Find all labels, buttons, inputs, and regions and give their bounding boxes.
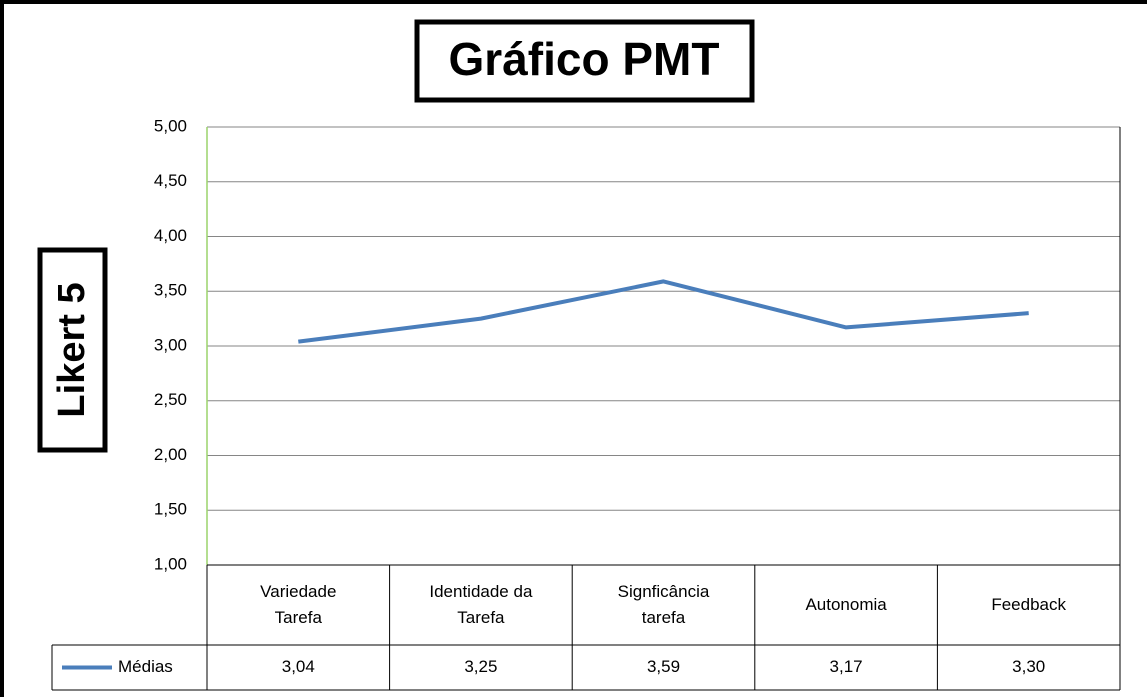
line-series	[298, 279, 1029, 344]
chart-title: Gráfico PMT	[449, 33, 720, 85]
x-tick-label: Signficância tarefa	[617, 582, 710, 627]
y-tick-label: 2,00	[154, 445, 187, 464]
data-table-value: 3,04	[282, 657, 315, 676]
legend-label: Médias	[118, 657, 173, 676]
y-tick-label: 4,00	[154, 226, 187, 245]
y-tick-label: 1,50	[154, 500, 187, 519]
y-tick-label: 3,00	[154, 335, 187, 354]
x-tick-label: Identidade da Tarefa	[429, 582, 533, 627]
x-tick-label: Autonomia	[805, 595, 887, 614]
y-tick-label: 5,00	[154, 116, 187, 135]
x-tick-label: Variedade Tarefa	[260, 582, 337, 627]
data-table-value: 3,25	[464, 657, 497, 676]
x-tick-label: Feedback	[991, 595, 1067, 614]
ylabel-box	[37, 247, 108, 453]
data-table-value: 3,59	[647, 657, 680, 676]
data-table-value: 3,30	[1012, 657, 1045, 676]
y-tick-label: 2,50	[154, 390, 187, 409]
y-tick-label: 1,00	[154, 554, 187, 573]
title-box	[414, 19, 755, 103]
y-tick-label: 4,50	[154, 171, 187, 190]
data-table-value: 3,17	[830, 657, 863, 676]
y-tick-label: 3,50	[154, 281, 187, 300]
y-axis-label: Likert 5	[51, 282, 93, 417]
